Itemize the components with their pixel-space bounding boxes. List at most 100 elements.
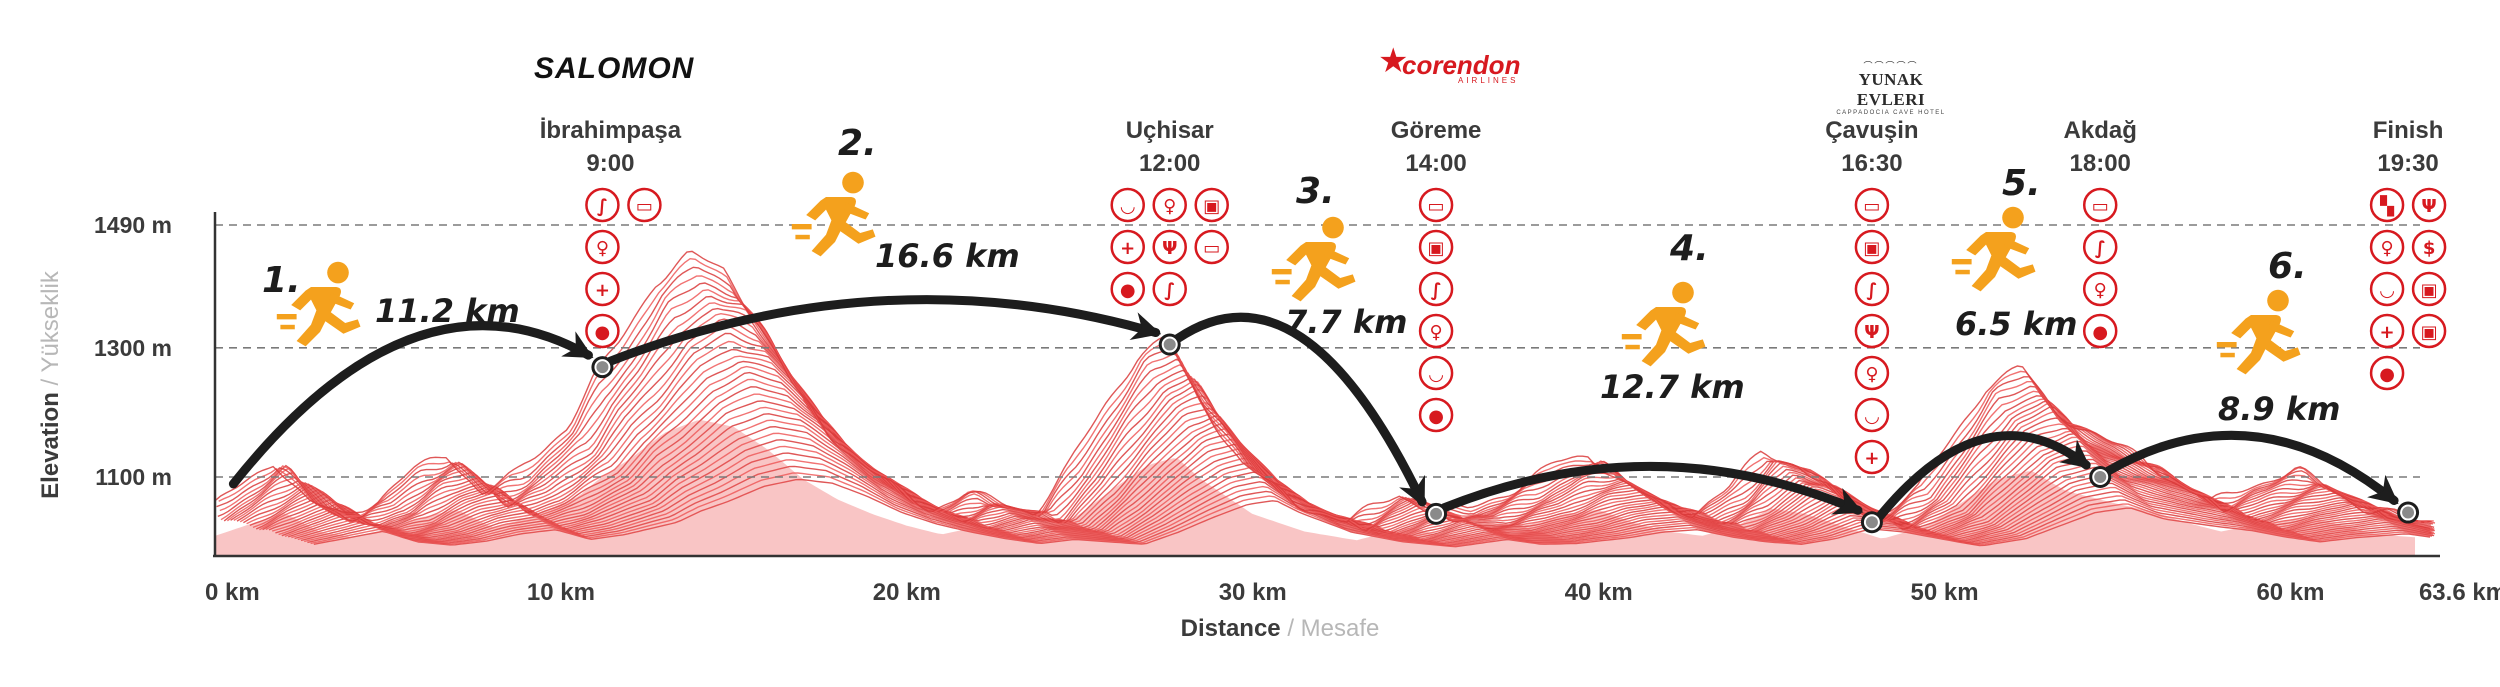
- y-tick-label: 1490 m: [94, 212, 172, 238]
- car-icon-glyph: ▭: [2092, 196, 2109, 217]
- cutlery-icon-glyph: Ψ: [1864, 322, 1879, 343]
- medical-kit-icon: [1110, 229, 1145, 265]
- leg-distance: 11.2 km: [375, 292, 520, 330]
- ridge-line: [307, 465, 2435, 547]
- checkpoint-time: 16:30: [1841, 150, 1902, 177]
- checkpoint-markers: [591, 333, 2420, 534]
- bus-icon-glyph: ▣: [1428, 238, 1445, 259]
- x-tick-label: 30 km: [1219, 579, 1287, 606]
- water-drop-icon-glyph: ●: [595, 322, 611, 343]
- leg-arrow: [1439, 461, 1864, 515]
- bus-icon: [1418, 229, 1454, 265]
- cutlery-icon-glyph: Ψ: [2421, 196, 2436, 217]
- salomon-logo: SALOMON: [534, 52, 695, 85]
- coffee-icon: [1854, 397, 1890, 433]
- car-icon: [627, 187, 662, 223]
- checkpoint-marker-inner: [594, 359, 611, 376]
- bus-icon: [1854, 229, 1890, 265]
- spoon-icon-glyph: ♀: [1429, 322, 1442, 343]
- bus-icon: [1194, 187, 1229, 223]
- stethoscope-icon: [1854, 271, 1890, 307]
- cutlery-icon-glyph: Ψ: [1162, 238, 1177, 259]
- medical-kit-icon-glyph: +: [2380, 322, 2395, 343]
- ridge-line: [215, 250, 2406, 523]
- checkpoint-marker-inner: [2092, 469, 2109, 485]
- water-drop-icon-glyph: ●: [2379, 364, 2395, 385]
- y-tick-label: 1300 m: [94, 335, 172, 361]
- checkpoint-time: 14:00: [1405, 150, 1466, 177]
- coffee-icon: [1418, 355, 1454, 391]
- checkpoint-name: İbrahimpaşa: [540, 117, 682, 144]
- coffee-icon: [1110, 187, 1145, 223]
- coffee-icon-glyph: ◡: [1429, 364, 1443, 385]
- spoon-icon: [585, 229, 620, 265]
- y-axis-label: Elevation / Yükseklik: [37, 270, 64, 499]
- x-tick-label: 50 km: [1911, 579, 1979, 606]
- spoon-icon-glyph: ♀: [2380, 238, 2393, 259]
- yunak-evleri-logo: ⌒⌒⌒⌒⌒ YUNAK EVLERI CAPPADOCIA CAVE HOTEL: [1828, 62, 1954, 117]
- leg-arrow: [1875, 431, 2091, 521]
- checkpoint-name: Finish: [2373, 117, 2444, 144]
- leg-number: 2.: [838, 123, 877, 164]
- water-drop-icon: [1110, 271, 1145, 307]
- checkpoint-time: 18:00: [2070, 150, 2131, 177]
- leg-annotations: 1. 11.2 km 2. 16.6 km 3. 7.7 km 4. 12.7 km 5. 6.5…: [262, 123, 2340, 428]
- elevation-ridges: [215, 250, 2436, 555]
- leg-number: 4.: [1669, 228, 1709, 269]
- leg-number: 1.: [262, 260, 301, 301]
- corendon-logo-subtext: AIRLINES: [1458, 76, 1519, 85]
- money-icon: [2411, 229, 2447, 265]
- leg-arrows: [228, 295, 2399, 521]
- x-axis-label-separator: /: [1281, 615, 1301, 642]
- stethoscope-icon-glyph: ∫: [1164, 280, 1175, 301]
- bus-icon-glyph: ▣: [1863, 238, 1880, 259]
- checkpoint-name: Göreme: [1391, 117, 1482, 144]
- car-icon-glyph: ▭: [1428, 196, 1445, 217]
- checkpoint-marker-inner: [1161, 336, 1178, 353]
- leg-number: 3.: [1296, 171, 1335, 212]
- spoon-icon-glyph: ♀: [2094, 280, 2107, 301]
- stethoscope-icon-glyph: ∫: [1431, 280, 1442, 301]
- leg-distance: 7.7 km: [1285, 303, 1407, 341]
- leg-arrow: [228, 321, 594, 489]
- ridge-line: [216, 266, 2412, 523]
- cutlery-icon: [2411, 187, 2447, 223]
- ridge-line: [313, 478, 2431, 548]
- water-drop-icon-glyph: ●: [2092, 322, 2108, 343]
- water-drop-icon: [1418, 397, 1454, 433]
- leg-arrow: [1173, 312, 1427, 508]
- stethoscope-icon-glyph: ∫: [2095, 238, 2106, 259]
- x-tick-label: 10 km: [527, 579, 595, 606]
- y-tick-label: 1100 m: [95, 464, 172, 490]
- cutlery-icon: [1854, 313, 1890, 349]
- medical-kit-icon: [585, 271, 620, 307]
- checkered-flag-icon: [2369, 187, 2405, 223]
- medical-kit-icon-glyph: +: [1120, 238, 1135, 259]
- leg-distance: 12.7 km: [1600, 368, 1745, 406]
- stethoscope-icon-glyph: ∫: [597, 196, 608, 217]
- spoon-icon-glyph: ♀: [596, 238, 609, 259]
- leg-distance: 16.6 km: [875, 237, 1020, 275]
- coffee-icon-glyph: ◡: [1865, 406, 1879, 427]
- corendon-logo: ★ corendon AIRLINES: [1378, 40, 1520, 90]
- water-drop-icon-glyph: ●: [1428, 406, 1444, 427]
- x-axis-label-main: Distance: [1181, 615, 1281, 642]
- checkpoint-labels: İbrahimpaşa 9:00 Uçhisar 12:00 Göreme 14:00 Ça…: [540, 117, 2444, 177]
- x-axis-label: Distance / Mesafe: [1181, 615, 1380, 642]
- checkpoint-marker-inner: [1428, 505, 1445, 522]
- water-drop-icon-glyph: ●: [1120, 280, 1136, 301]
- runner-icon: [1621, 281, 1706, 367]
- stethoscope-icon: [1418, 271, 1454, 307]
- car-icon: [2082, 187, 2118, 223]
- water-drop-icon: [585, 313, 620, 349]
- x-tick-label: 40 km: [1565, 579, 1633, 606]
- checkpoint-time: 19:30: [2377, 150, 2438, 177]
- x-axis-label-alt: Mesafe: [1301, 615, 1380, 642]
- medical-kit-icon-glyph: +: [595, 280, 610, 301]
- leg-arrow: [605, 295, 1162, 366]
- water-drop-icon: [2082, 313, 2118, 349]
- car-icon-glyph: ▭: [1863, 196, 1880, 217]
- medical-kit-icon: [1854, 439, 1890, 475]
